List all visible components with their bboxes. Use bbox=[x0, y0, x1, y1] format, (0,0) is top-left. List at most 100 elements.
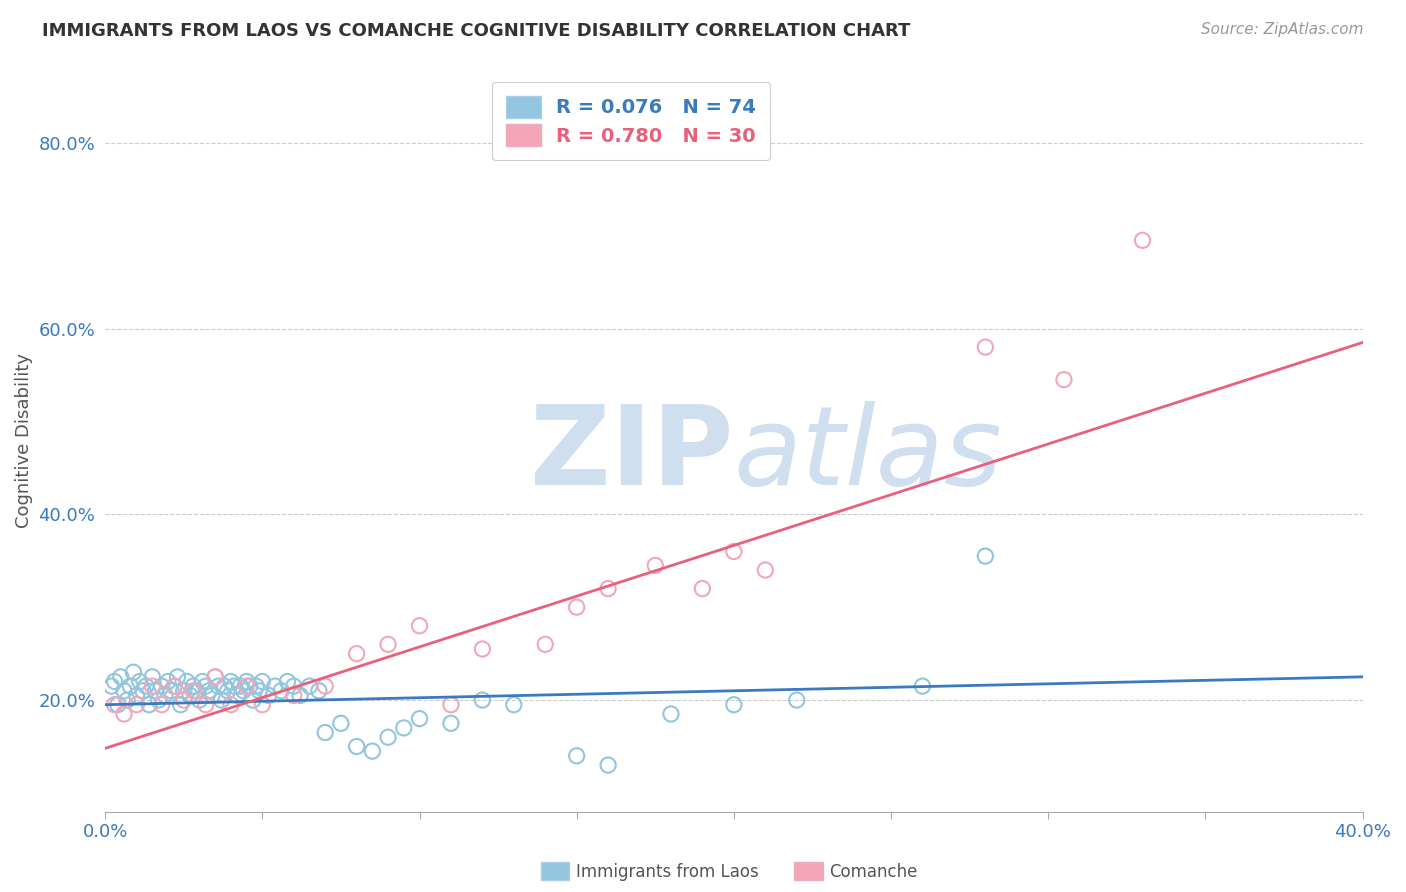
Point bbox=[408, 619, 430, 633]
Point bbox=[377, 730, 399, 744]
Point bbox=[565, 748, 588, 763]
Point bbox=[112, 683, 135, 698]
Point bbox=[219, 698, 242, 712]
Point bbox=[150, 679, 173, 693]
Point bbox=[252, 674, 274, 689]
Point bbox=[204, 670, 226, 684]
Point bbox=[141, 670, 163, 684]
Point bbox=[974, 549, 997, 563]
Point bbox=[314, 725, 336, 739]
Point bbox=[276, 674, 298, 689]
Point bbox=[115, 693, 138, 707]
Point bbox=[392, 721, 415, 735]
Point bbox=[298, 679, 321, 693]
Point bbox=[222, 679, 245, 693]
Point bbox=[242, 693, 264, 707]
Text: Immigrants from Laos: Immigrants from Laos bbox=[576, 863, 759, 881]
Point bbox=[346, 647, 368, 661]
Point bbox=[534, 637, 557, 651]
Point bbox=[314, 679, 336, 693]
Point bbox=[283, 679, 305, 693]
Point bbox=[232, 683, 254, 698]
Text: ZIP: ZIP bbox=[530, 401, 734, 508]
Point bbox=[198, 683, 221, 698]
Point bbox=[329, 716, 352, 731]
Point bbox=[107, 698, 129, 712]
Point bbox=[138, 698, 160, 712]
Point bbox=[692, 582, 714, 596]
Point bbox=[179, 689, 201, 703]
Point bbox=[408, 712, 430, 726]
Point bbox=[361, 744, 384, 758]
Point bbox=[103, 674, 125, 689]
Point bbox=[598, 582, 620, 596]
Point bbox=[135, 679, 157, 693]
Point bbox=[214, 679, 236, 693]
Point bbox=[188, 693, 211, 707]
Point bbox=[125, 698, 148, 712]
Point bbox=[1132, 233, 1154, 247]
Point bbox=[132, 683, 155, 698]
Point bbox=[226, 689, 249, 703]
Text: IMMIGRANTS FROM LAOS VS COMANCHE COGNITIVE DISABILITY CORRELATION CHART: IMMIGRANTS FROM LAOS VS COMANCHE COGNITI… bbox=[42, 22, 911, 40]
Point bbox=[163, 679, 186, 693]
Point bbox=[122, 665, 145, 680]
Point bbox=[257, 689, 280, 703]
Text: Source: ZipAtlas.com: Source: ZipAtlas.com bbox=[1201, 22, 1364, 37]
Point bbox=[235, 679, 257, 693]
Point bbox=[211, 693, 233, 707]
Point bbox=[239, 679, 262, 693]
Point bbox=[502, 698, 524, 712]
Text: Comanche: Comanche bbox=[830, 863, 918, 881]
Point bbox=[166, 670, 188, 684]
Point bbox=[229, 679, 252, 693]
Point bbox=[264, 679, 287, 693]
Text: atlas: atlas bbox=[734, 401, 1002, 508]
Point bbox=[288, 689, 311, 703]
Point bbox=[283, 689, 305, 703]
Point bbox=[191, 674, 214, 689]
Point bbox=[157, 674, 180, 689]
Point bbox=[723, 544, 745, 558]
Point bbox=[471, 642, 494, 657]
Point bbox=[308, 683, 330, 698]
Point bbox=[1053, 373, 1076, 387]
Point bbox=[565, 600, 588, 615]
Point bbox=[194, 679, 217, 693]
Point bbox=[204, 670, 226, 684]
Point bbox=[125, 689, 148, 703]
Point bbox=[270, 683, 292, 698]
Point bbox=[247, 683, 270, 698]
Point bbox=[173, 683, 195, 698]
Point bbox=[219, 674, 242, 689]
Point bbox=[644, 558, 666, 573]
Y-axis label: Cognitive Disability: Cognitive Disability bbox=[15, 352, 32, 527]
Point bbox=[163, 679, 186, 693]
Point bbox=[176, 674, 198, 689]
Point bbox=[120, 679, 142, 693]
Point bbox=[440, 716, 463, 731]
Point bbox=[112, 706, 135, 721]
Point bbox=[160, 683, 183, 698]
Point bbox=[110, 670, 132, 684]
Point bbox=[181, 683, 204, 698]
Point bbox=[245, 679, 267, 693]
Point bbox=[201, 689, 224, 703]
Point bbox=[346, 739, 368, 754]
Point bbox=[181, 679, 204, 693]
Point bbox=[173, 693, 195, 707]
Point bbox=[103, 698, 125, 712]
Point bbox=[377, 637, 399, 651]
Point bbox=[723, 698, 745, 712]
Point bbox=[207, 679, 229, 693]
Point bbox=[100, 679, 122, 693]
Point bbox=[186, 683, 208, 698]
Point bbox=[217, 683, 239, 698]
Point bbox=[194, 698, 217, 712]
Legend: R = 0.076   N = 74, R = 0.780   N = 30: R = 0.076 N = 74, R = 0.780 N = 30 bbox=[492, 82, 769, 160]
Point bbox=[659, 706, 682, 721]
Point bbox=[141, 679, 163, 693]
Point bbox=[128, 674, 150, 689]
Point bbox=[148, 693, 170, 707]
Point bbox=[252, 698, 274, 712]
